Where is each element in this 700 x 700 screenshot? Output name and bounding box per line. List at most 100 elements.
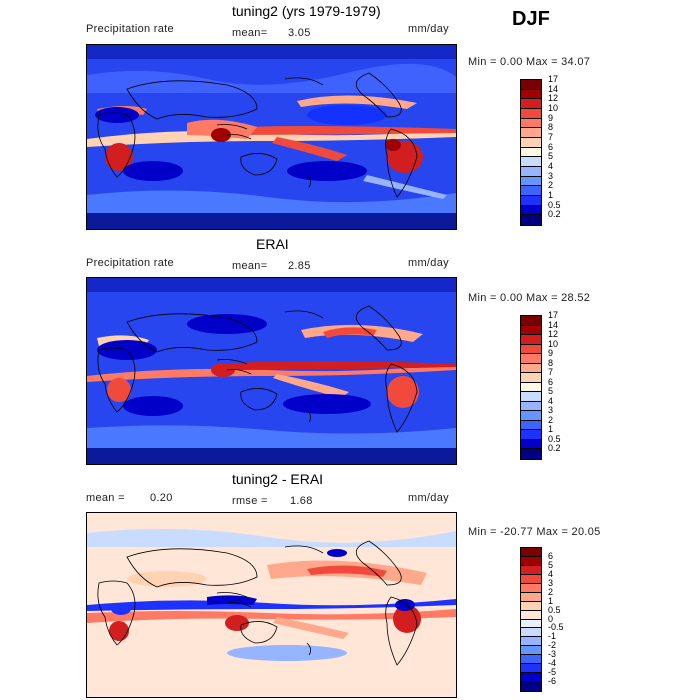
colorbar-tick-label: 0.2: [548, 443, 561, 454]
colorbar-tick-label: 17: [548, 310, 559, 320]
colorbar-tick-label: 3: [548, 170, 554, 181]
colorbar-segment: [521, 137, 541, 148]
panel2-minmax: Min = 0.00 Max = 28.52: [468, 292, 591, 304]
colorbar-segment: [521, 610, 541, 620]
colorbar-tick-label: 9: [548, 112, 554, 123]
colorbar-segment: [521, 147, 541, 158]
panel1-variable-label: Precipitation rate: [86, 23, 174, 35]
colorbar-segment: [521, 89, 541, 100]
panel2-mean-value: 2.85: [288, 260, 311, 272]
colorbar-tick-label: 14: [548, 319, 559, 330]
colorbar-segment: [521, 195, 541, 206]
colorbar-segment: [521, 411, 541, 421]
colorbar-tick-label: 2: [548, 586, 554, 597]
colorbar-tick-label: -4: [548, 658, 557, 669]
colorbar-tick-label: 0.2: [548, 209, 561, 220]
colorbar-segment: [521, 583, 541, 593]
panel1-units: mm/day: [408, 23, 449, 35]
colorbar-segment: [521, 420, 541, 431]
colorbar-tick-label: 0: [548, 613, 554, 624]
colorbar-segment: [521, 637, 541, 647]
colorbar-segment: [521, 655, 541, 665]
panel2-mean-label: mean=: [232, 260, 268, 272]
colorbar-segment: [521, 176, 541, 187]
panel3-mean-value: 0.20: [150, 492, 173, 504]
colorbar-tick-label: 8: [548, 357, 554, 368]
colorbar-tick-label: 9: [548, 348, 554, 359]
panel3-colorbar: [520, 547, 542, 692]
colorbar-tick-label: 12: [548, 93, 559, 104]
colorbar-segment: [521, 205, 541, 216]
colorbar-segment: [521, 108, 541, 119]
colorbar-segment: [521, 373, 541, 383]
colorbar-segment: [521, 157, 541, 167]
colorbar-segment: [521, 682, 541, 691]
colorbar-segment: [521, 565, 541, 575]
colorbar-tick-label: 5: [548, 151, 554, 162]
panel3-rmse-label: rmse =: [232, 495, 268, 507]
colorbar-tick-label: 3: [548, 405, 554, 416]
colorbar-tick-label: 0.5: [548, 199, 561, 210]
colorbar-segment: [521, 335, 541, 345]
colorbar-segment: [521, 118, 541, 129]
colorbar-tick-label: 14: [548, 83, 559, 94]
panel1-mean-value: 3.05: [288, 27, 311, 39]
colorbar-segment: [521, 449, 541, 459]
colorbar-tick-label: -1: [548, 631, 557, 642]
colorbar-tick-label: 5: [548, 386, 554, 397]
colorbar-tick-label: 12: [548, 329, 559, 340]
colorbar-tick-label: 10: [548, 103, 559, 113]
colorbar-segment: [521, 628, 541, 638]
colorbar-segment: [521, 392, 541, 402]
colorbar-segment: [521, 592, 541, 602]
panel3-units: mm/day: [408, 492, 449, 504]
panel3-minmax: Min = -20.77 Max = 20.05: [468, 526, 601, 538]
panel3-rmse-value: 1.68: [290, 495, 313, 507]
colorbar-tick-label: 3: [548, 577, 554, 588]
colorbar-tick-label: 8: [548, 122, 554, 133]
colorbar-tick-label: 0.5: [548, 433, 561, 444]
colorbar-tick-label: 5: [548, 559, 554, 570]
colorbar-segment: [521, 673, 541, 683]
colorbar-tick-label: 10: [548, 338, 559, 349]
colorbar-segment: [521, 80, 541, 90]
colorbar-tick-label: 2: [548, 180, 554, 191]
colorbar-segment: [521, 382, 541, 393]
colorbar-segment: [521, 99, 541, 109]
colorbar-segment: [521, 316, 541, 326]
panel1-colorbar: [520, 79, 542, 226]
colorbar-segment: [521, 556, 541, 566]
colorbar-segment: [521, 401, 541, 412]
colorbar-tick-label: 7: [548, 367, 554, 378]
colorbar-tick-label: 2: [548, 414, 554, 425]
colorbar-tick-label: 7: [548, 132, 554, 142]
panel3-title: tuning2 - ERAI: [232, 471, 324, 487]
panel1-minmax: Min = 0.00 Max = 34.07: [468, 56, 591, 68]
colorbar-segment: [521, 548, 541, 557]
colorbar-segment: [521, 646, 541, 656]
colorbar-tick-label: -5: [548, 667, 557, 678]
colorbar-tick-label: 6: [548, 376, 554, 387]
colorbar-segment: [521, 619, 541, 629]
colorbar-segment: [521, 601, 541, 611]
colorbar-tick-label: 17: [548, 74, 559, 84]
colorbar-tick-label: 1: [548, 595, 554, 606]
panel2-colorbar: [520, 315, 542, 460]
colorbar-tick-label: 4: [548, 395, 554, 406]
colorbar-segment: [521, 344, 541, 355]
colorbar-segment: [521, 430, 541, 440]
colorbar-tick-label: 6: [548, 550, 554, 561]
colorbar-tick-label: 4: [548, 161, 554, 171]
colorbar-segment: [521, 215, 541, 225]
colorbar-tick-label: 6: [548, 141, 554, 152]
colorbar-tick-label: -0.5: [548, 622, 564, 633]
colorbar-tick-label: -2: [548, 640, 557, 651]
panel3-mean-label: mean =: [86, 492, 125, 504]
colorbar-segment: [521, 363, 541, 374]
panel2-precip-map: [86, 277, 457, 465]
colorbar-segment: [521, 166, 541, 177]
colorbar-tick-label: 0.5: [548, 604, 561, 615]
colorbar-tick-label: 4: [548, 568, 554, 579]
colorbar-tick-label: -6: [548, 676, 557, 687]
colorbar-segment: [521, 439, 541, 450]
